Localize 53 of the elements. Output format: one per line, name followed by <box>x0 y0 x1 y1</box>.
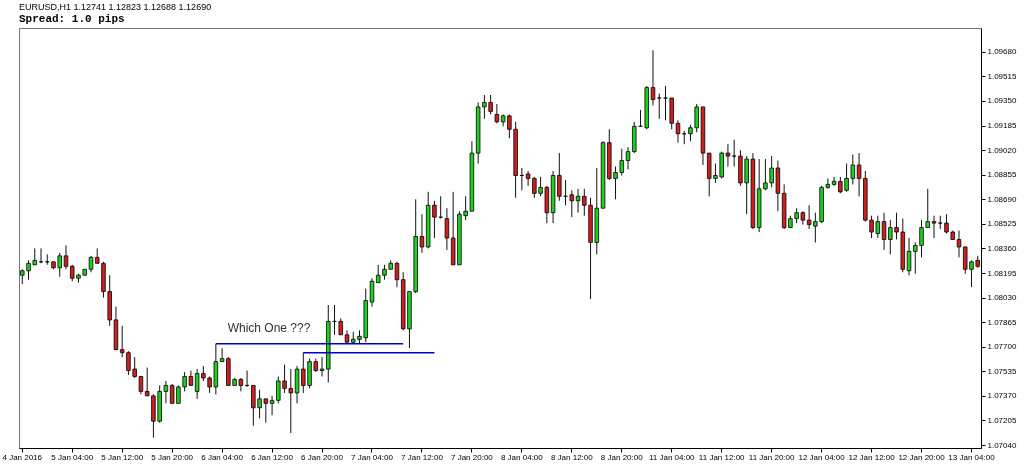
y-tick-label: 1.08525 <box>987 219 1017 229</box>
y-tick-label: 1.09680 <box>987 47 1017 57</box>
y-tick-label: 1.08855 <box>987 170 1017 180</box>
x-tick-label: 5 Jan 04:00 <box>51 452 94 462</box>
x-tick-label: 7 Jan 12:00 <box>401 452 444 462</box>
x-tick-label: 12 Jan 04:00 <box>798 452 846 462</box>
x-tick-label: 6 Jan 04:00 <box>201 452 244 462</box>
x-tick-label: 11 Jan 04:00 <box>648 452 696 462</box>
y-tick-label: 1.09020 <box>987 145 1017 155</box>
y-tick-label: 1.07535 <box>987 366 1017 376</box>
x-tick-label: 4 Jan 2016 <box>2 452 43 462</box>
x-tick-label: 5 Jan 20:00 <box>151 452 194 462</box>
candlestick <box>625 146 631 170</box>
y-tick-label: 1.08195 <box>987 268 1017 278</box>
candlestick <box>731 139 737 168</box>
y-tick-label: 1.07205 <box>987 415 1017 425</box>
x-tick-label: 7 Jan 20:00 <box>450 452 494 462</box>
y-tick-label: 1.07370 <box>987 391 1017 401</box>
y-tick-label: 1.07700 <box>987 342 1017 352</box>
x-tick-label: 8 Jan 04:00 <box>500 452 544 462</box>
x-tick-label: 5 Jan 12:00 <box>101 452 144 462</box>
candlestick <box>369 277 375 308</box>
annotation: Which One ??? <box>227 321 311 336</box>
y-tick-label: 1.08030 <box>987 293 1017 303</box>
candlestick <box>650 49 656 106</box>
y-tick-label: 1.07040 <box>987 440 1017 450</box>
candlestick <box>494 103 500 124</box>
x-tick-label: 6 Jan 12:00 <box>251 452 294 462</box>
candlestick <box>956 230 962 258</box>
candlestick <box>63 244 69 270</box>
candlestick <box>657 93 662 120</box>
x-tick-label: 12 Jan 12:00 <box>848 452 896 462</box>
y-tick-label: 1.09185 <box>987 121 1017 131</box>
candlestick <box>444 207 450 251</box>
x-tick-label: 11 Jan 20:00 <box>748 452 796 462</box>
x-tick-label: 7 Jan 04:00 <box>351 452 394 462</box>
x-tick-label: 11 Jan 12:00 <box>698 452 746 462</box>
y-tick-label: 1.08690 <box>987 194 1017 204</box>
candlestick <box>569 189 575 218</box>
candlestick <box>931 215 937 239</box>
chart-title: EURUSD,H1 1.12741 1.12823 1.12688 1.12690 <box>19 2 212 12</box>
candlestick <box>663 85 668 121</box>
candlestick <box>438 195 443 220</box>
y-tick-label: 1.09350 <box>987 96 1017 106</box>
x-tick-label: 8 Jan 12:00 <box>550 452 594 462</box>
x-tick-label: 13 Jan 04:00 <box>948 452 996 462</box>
x-tick-label: 12 Jan 20:00 <box>898 452 946 462</box>
chart-subtitle: Spread: 1.0 pips <box>19 13 125 25</box>
x-tick-label: 8 Jan 20:00 <box>600 452 644 462</box>
y-tick-label: 1.08360 <box>987 243 1017 253</box>
y-tick-label: 1.09515 <box>987 71 1017 81</box>
y-tick-label: 1.07865 <box>987 317 1017 327</box>
x-tick-label: 6 Jan 20:00 <box>301 452 344 462</box>
